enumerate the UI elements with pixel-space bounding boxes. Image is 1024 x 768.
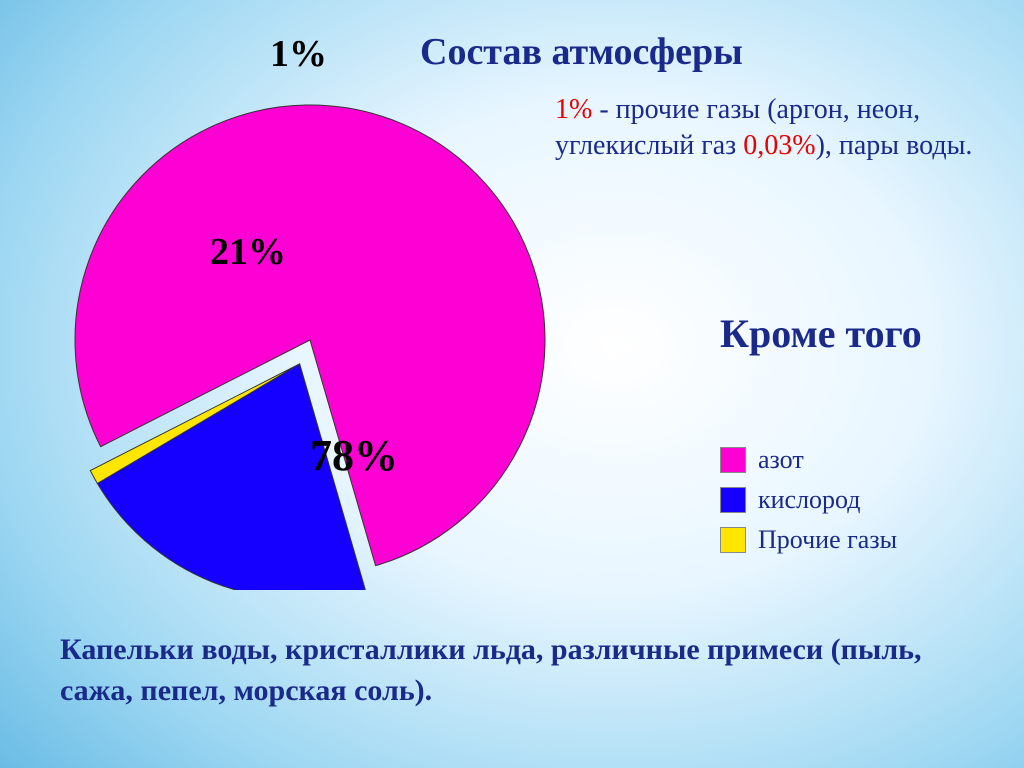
bottom-note: Капельки воды, кристаллики льда, различн… (60, 630, 980, 711)
legend: азот кислород Прочие газы (720, 445, 897, 565)
besides-heading: Кроме того (720, 310, 922, 357)
legend-item-nitrogen: азот (720, 445, 897, 475)
subtitle-text-b: ), пары воды. (816, 130, 973, 161)
subtitle-co2-pct: 0,03% (743, 130, 815, 161)
legend-item-other: Прочие газы (720, 525, 897, 555)
slice-label-nitrogen: 78% (310, 430, 398, 481)
legend-label: азот (758, 445, 804, 475)
legend-label: Прочие газы (758, 525, 897, 555)
legend-swatch (720, 487, 746, 513)
chart-title: Состав атмосферы (420, 30, 743, 74)
legend-swatch (720, 527, 746, 553)
legend-label: кислород (758, 485, 861, 515)
legend-item-oxygen: кислород (720, 485, 897, 515)
legend-swatch (720, 447, 746, 473)
slice-label-oxygen: 21% (210, 230, 286, 274)
slice-label-other: 1% (270, 32, 327, 76)
pie-chart (60, 90, 560, 590)
subtitle-lead-pct: 1% (555, 94, 592, 125)
subtitle-block: 1% - прочие газы (аргон, неон, углекислы… (555, 92, 985, 165)
